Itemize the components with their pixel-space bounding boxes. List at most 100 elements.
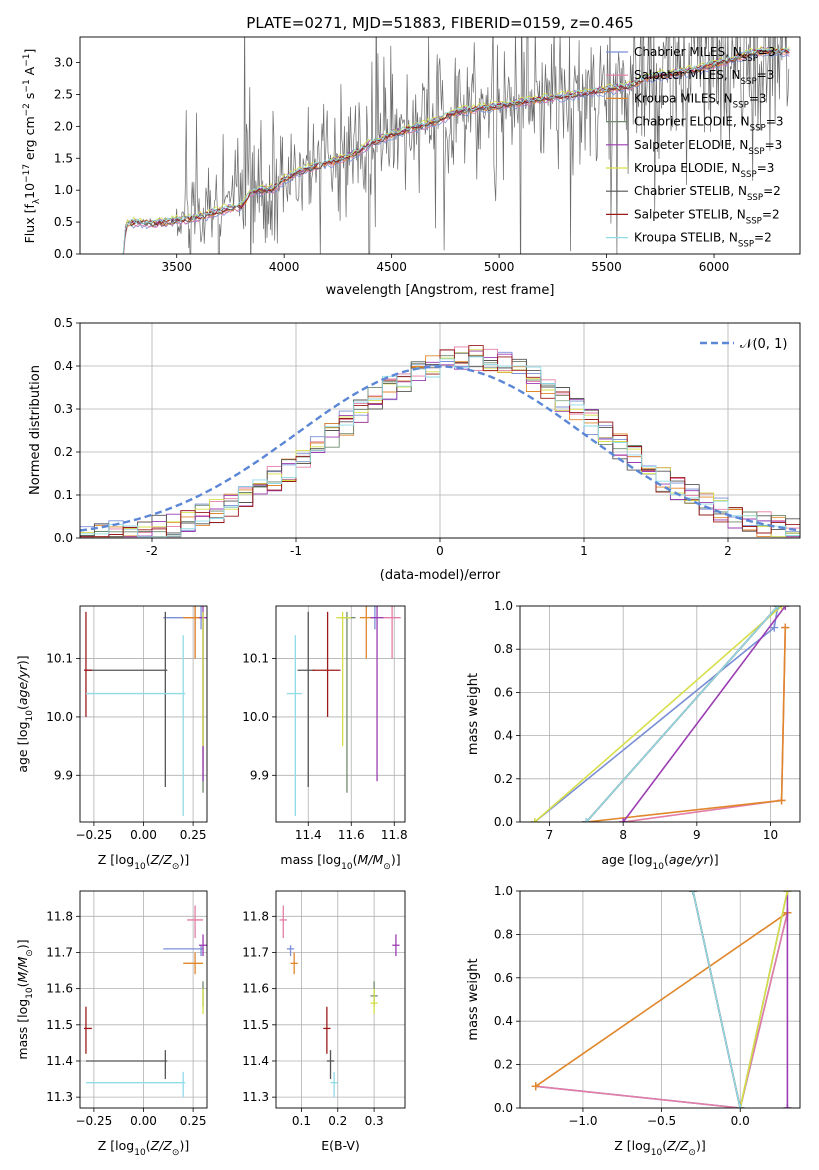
plot-area: [286, 606, 401, 817]
axes-frame: [79, 322, 801, 539]
y-tick-label: 0.0: [494, 1101, 513, 1115]
x-tick-label: −0.5: [647, 1114, 676, 1128]
panel-mass_vs_ebv: 0.1 0.2 0.3 11.3 11.4 11.5 11.6 11.7 11.8 E(B-V): [242, 890, 406, 1153]
y-tick-label: 0.8: [494, 642, 513, 656]
y-axis-label: age [log10(age/yr)]: [15, 655, 35, 772]
y-tick-label: 1.0: [54, 183, 73, 197]
y-tick-label: 0.5: [54, 215, 73, 229]
axes-frame: [79, 36, 801, 255]
panel-mass_vs_Z: −0.25 0.00 0.25 11.3 11.4 11.5 11.6 11.7 11.8 Z […: [15, 890, 208, 1158]
x-tick-label: 0.00: [130, 1114, 157, 1128]
x-tick-label: 4500: [376, 260, 407, 274]
axes-frame: [275, 890, 406, 1109]
x-axis-label: age [log10(age/yr)]: [601, 852, 718, 872]
x-tick-label: 0.2: [328, 1114, 347, 1128]
weight-marker: [781, 623, 790, 632]
axes-frame: [519, 605, 801, 823]
y-tick-label: 10.0: [242, 710, 269, 724]
y-tick-label: 11.3: [242, 1090, 269, 1104]
x-tick-label: 0.25: [180, 1114, 207, 1128]
x-tick-label: 11.6: [338, 828, 365, 842]
y-tick-label: 0.2: [494, 1058, 513, 1072]
x-axis-label: Z [log10(Z/Z⊙)]: [98, 1138, 189, 1158]
axes-frame: [519, 890, 801, 1109]
x-axis-label: mass [log10(M/M⊙)]: [280, 852, 400, 872]
y-tick-label: 10.1: [46, 652, 73, 666]
weight-marker: [783, 1104, 792, 1108]
y-tick-label: 9.9: [54, 768, 73, 782]
y-tick-label: 11.4: [46, 1054, 73, 1068]
x-tick-label: 0: [436, 544, 444, 558]
x-tick-label: −1.0: [568, 1114, 597, 1128]
weight-marker: [777, 606, 786, 610]
axes-frame: [79, 890, 208, 1109]
y-tick-label: 2.5: [54, 87, 73, 101]
panel-weight_vs_age: 7 8 9 10 0.0 0.2 0.4 0.6 0.8 1.0 age [log10(age/yr…: [466, 599, 801, 872]
y-tick-label: 0.0: [54, 247, 73, 261]
cumulative-weight-line: [739, 891, 789, 1108]
y-tick-label: 11.6: [46, 982, 73, 996]
panel-residuals: -2 -1 0 1 2 0.0 0.1 0.2 0.3 0.4 0.5 (data-model)/er…: [28, 316, 801, 583]
legend-entry: Salpeter STELIB, NSSP=2: [634, 207, 780, 226]
grid: [80, 891, 207, 1108]
y-tick-label: 11.5: [242, 1018, 269, 1032]
plot-area: [531, 891, 792, 1108]
y-tick-label: 2.0: [54, 119, 73, 133]
x-tick-label: 8: [619, 828, 627, 842]
y-tick-label: 0.1: [54, 488, 73, 502]
model-spectrum: [122, 47, 790, 254]
plot-area: [80, 345, 800, 538]
axes-frame: [79, 605, 208, 823]
legend-entry: Kroupa MILES, NSSP=3: [634, 91, 767, 110]
y-tick-label: 11.7: [46, 945, 73, 959]
x-tick-label: -2: [146, 544, 158, 558]
x-tick-label: 0.1: [292, 1114, 311, 1128]
x-tick-label: 0.0: [731, 1114, 750, 1128]
y-axis-label: Flux [fλ10−17 erg cm−2 s−1 A−1]: [22, 49, 42, 244]
cumulative-weight-line: [585, 606, 779, 822]
legend-entry: Kroupa ELODIE, NSSP=3: [634, 161, 774, 180]
x-tick-label: 11.8: [381, 828, 408, 842]
y-tick-label: 9.9: [250, 768, 269, 782]
cumulative-weight-line: [622, 606, 786, 822]
x-axis-label: E(B-V): [321, 1138, 360, 1153]
y-axis-label: mass [log10(M/M⊙)]: [15, 939, 35, 1059]
x-tick-label: 0.25: [180, 828, 207, 842]
weight-marker: [773, 606, 782, 610]
x-tick-label: 3500: [161, 260, 192, 274]
y-tick-label: 0.6: [494, 971, 513, 985]
y-tick-label: 0.5: [54, 316, 73, 330]
x-tick-label: 5500: [591, 260, 622, 274]
x-tick-label: 5000: [484, 260, 515, 274]
normal-curve: [80, 365, 800, 532]
y-tick-label: 0.2: [54, 445, 73, 459]
x-tick-label: −0.25: [76, 1114, 113, 1128]
panel-age_vs_Z: −0.25 0.00 0.25 9.9 10.0 10.1 Z [log10(Z/Z⊙)] a…: [15, 605, 208, 872]
legend-entry: 𝒩(0, 1): [740, 337, 787, 352]
y-tick-label: 0.4: [494, 729, 513, 743]
y-tick-label: 1.0: [494, 884, 513, 898]
weight-marker: [783, 891, 792, 895]
plot-area: [83, 905, 207, 1098]
weight-marker: [619, 818, 628, 822]
y-tick-label: 0.4: [494, 1014, 513, 1028]
weight-marker: [531, 1082, 540, 1091]
y-tick-label: 10.0: [46, 710, 73, 724]
plot-area: [83, 606, 207, 817]
y-tick-label: 11.8: [46, 909, 73, 923]
cumulative-weight-line: [623, 627, 787, 822]
x-axis-label: wavelength [Angstrom, rest frame]: [326, 283, 555, 298]
x-tick-label: 0.3: [365, 1114, 384, 1128]
y-tick-label: 0.3: [54, 402, 73, 416]
weight-marker: [777, 796, 786, 805]
legend-entry: Chabrier MILES, NSSP=3: [634, 45, 776, 64]
x-tick-label: 0.00: [130, 828, 157, 842]
model-spectrum: [123, 49, 790, 254]
legend-entry: Chabrier STELIB, NSSP=2: [634, 184, 781, 203]
x-tick-label: 7: [546, 828, 554, 842]
y-axis-label: mass weight: [466, 958, 481, 1040]
y-tick-label: 1.0: [494, 599, 513, 613]
x-tick-label: -1: [290, 544, 302, 558]
grid: [276, 891, 405, 1108]
